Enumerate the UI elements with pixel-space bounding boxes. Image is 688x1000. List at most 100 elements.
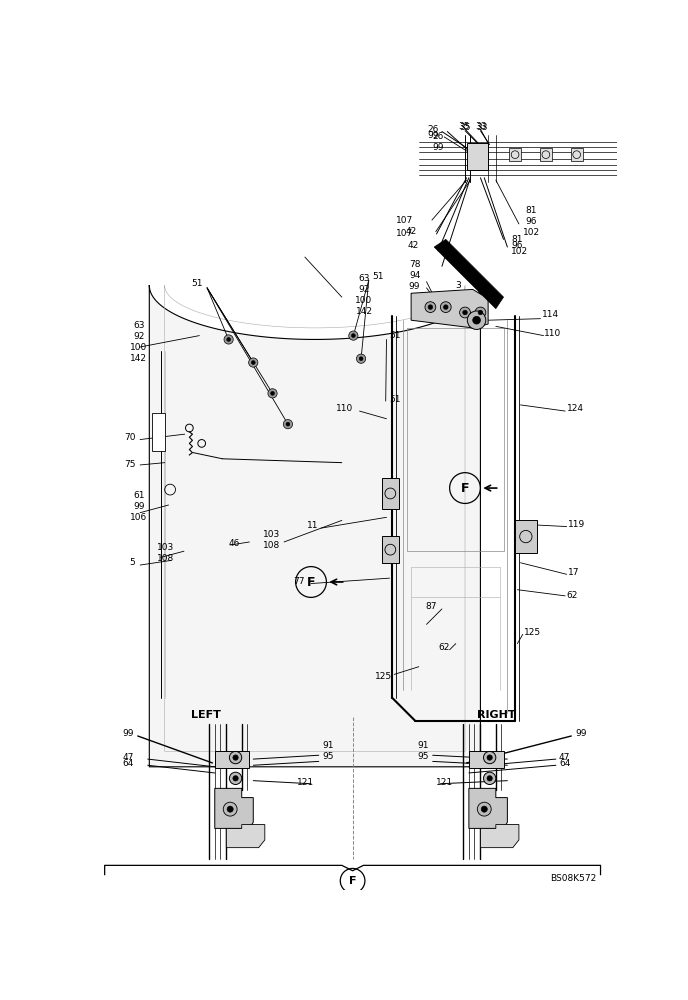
- Text: 110: 110: [544, 329, 561, 338]
- Circle shape: [473, 316, 480, 324]
- Text: 47: 47: [122, 753, 134, 762]
- Circle shape: [270, 391, 275, 395]
- Bar: [466, 143, 488, 170]
- Text: 64: 64: [122, 759, 134, 768]
- Circle shape: [349, 331, 358, 340]
- Text: 42: 42: [405, 227, 416, 236]
- Bar: [539, 148, 552, 161]
- Circle shape: [283, 420, 292, 429]
- Text: 51: 51: [389, 395, 401, 404]
- Bar: [469, 751, 504, 768]
- Circle shape: [425, 302, 436, 312]
- Text: 78
94
99: 78 94 99: [409, 260, 420, 291]
- Text: 35: 35: [458, 122, 470, 131]
- Circle shape: [463, 310, 467, 315]
- Text: 121: 121: [436, 778, 453, 787]
- Bar: [151, 413, 166, 451]
- Polygon shape: [411, 289, 488, 328]
- Text: 3: 3: [455, 281, 461, 290]
- Circle shape: [460, 307, 471, 318]
- Circle shape: [484, 751, 496, 764]
- Text: 62: 62: [567, 591, 578, 600]
- Text: F: F: [461, 482, 469, 495]
- Circle shape: [478, 310, 483, 315]
- Circle shape: [352, 334, 355, 338]
- Text: 35: 35: [460, 123, 471, 132]
- Text: 46: 46: [228, 539, 240, 548]
- Circle shape: [428, 305, 433, 309]
- Text: 125: 125: [375, 672, 392, 681]
- Text: 51: 51: [389, 331, 401, 340]
- Text: 107: 107: [396, 229, 413, 238]
- Bar: [509, 148, 522, 161]
- Text: 114: 114: [542, 310, 559, 319]
- Circle shape: [440, 302, 451, 312]
- Text: 124: 124: [567, 404, 583, 413]
- Text: 47: 47: [559, 753, 570, 762]
- Circle shape: [356, 354, 366, 363]
- Text: 99: 99: [427, 131, 438, 140]
- Text: 33: 33: [476, 123, 488, 132]
- Text: 61
99
106: 61 99 106: [130, 491, 147, 522]
- Text: LEFT: LEFT: [191, 710, 220, 720]
- Bar: [382, 536, 399, 563]
- Text: 119: 119: [568, 520, 585, 529]
- Text: 96: 96: [511, 241, 523, 250]
- Circle shape: [251, 361, 255, 364]
- Circle shape: [444, 305, 448, 309]
- Circle shape: [229, 772, 241, 785]
- Text: 99: 99: [575, 729, 587, 738]
- Text: 99: 99: [122, 729, 134, 738]
- Text: 107: 107: [396, 216, 413, 225]
- Text: 63
92
100
142: 63 92 100 142: [356, 274, 373, 316]
- Text: 77: 77: [293, 578, 305, 586]
- Text: 110: 110: [336, 404, 354, 413]
- Polygon shape: [469, 788, 507, 828]
- Text: 5: 5: [130, 558, 136, 567]
- Circle shape: [223, 802, 237, 816]
- Text: F: F: [349, 876, 356, 886]
- Text: 125: 125: [524, 628, 541, 637]
- Polygon shape: [215, 788, 253, 828]
- Text: 81: 81: [511, 235, 523, 244]
- Text: 42: 42: [407, 241, 419, 250]
- Bar: [215, 751, 250, 768]
- Text: 81
96
102: 81 96 102: [523, 206, 540, 237]
- Circle shape: [229, 751, 241, 764]
- Text: 103
108: 103 108: [157, 543, 174, 563]
- Circle shape: [487, 776, 493, 781]
- Text: BS08K572: BS08K572: [550, 874, 596, 883]
- Text: 51: 51: [192, 279, 203, 288]
- Text: 11: 11: [308, 521, 319, 530]
- Circle shape: [286, 422, 290, 426]
- Text: F: F: [307, 576, 315, 588]
- Polygon shape: [149, 286, 480, 767]
- Text: 64: 64: [559, 759, 570, 768]
- Circle shape: [484, 772, 496, 785]
- Text: RIGHT: RIGHT: [477, 710, 515, 720]
- Text: 62: 62: [438, 643, 450, 652]
- Circle shape: [477, 802, 491, 816]
- Text: 33: 33: [475, 122, 487, 131]
- Circle shape: [475, 307, 486, 318]
- Text: 70: 70: [124, 433, 136, 442]
- Circle shape: [467, 311, 486, 329]
- Text: 91
95: 91 95: [323, 741, 334, 761]
- Text: 103
108: 103 108: [263, 530, 280, 550]
- Text: 102: 102: [511, 247, 528, 256]
- Circle shape: [227, 338, 230, 341]
- Text: 26: 26: [427, 125, 438, 134]
- Circle shape: [224, 335, 233, 344]
- Text: 51: 51: [372, 272, 383, 281]
- Circle shape: [233, 755, 238, 760]
- Text: 91
95: 91 95: [418, 741, 429, 761]
- Circle shape: [359, 357, 363, 361]
- Circle shape: [268, 389, 277, 398]
- Text: 26
99: 26 99: [433, 132, 444, 152]
- Bar: [515, 520, 537, 553]
- Polygon shape: [226, 825, 265, 848]
- Bar: [570, 148, 583, 161]
- Circle shape: [481, 806, 487, 812]
- Circle shape: [487, 755, 493, 760]
- Circle shape: [233, 776, 238, 781]
